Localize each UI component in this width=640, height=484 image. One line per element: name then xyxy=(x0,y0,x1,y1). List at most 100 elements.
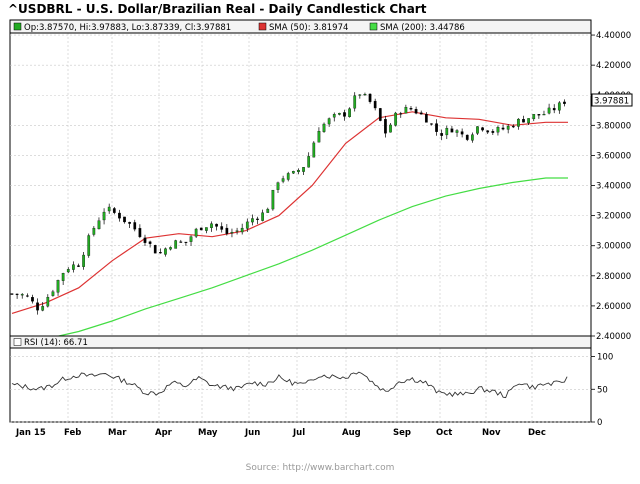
candle xyxy=(266,207,270,213)
candle xyxy=(31,294,34,304)
candle xyxy=(552,104,556,114)
candle xyxy=(291,170,295,174)
candle-body xyxy=(552,108,556,111)
candle-body xyxy=(133,222,137,230)
candle-body xyxy=(532,114,536,120)
candle-body xyxy=(465,134,469,140)
candle xyxy=(87,233,91,258)
candle xyxy=(414,106,418,115)
candle-body xyxy=(281,178,285,182)
candle-body xyxy=(291,170,295,174)
candle-body xyxy=(450,128,454,133)
candle xyxy=(281,175,285,184)
candle xyxy=(460,128,464,138)
candle-body xyxy=(424,114,428,123)
candle-body xyxy=(205,227,208,231)
rsi-panel-frame xyxy=(9,335,592,423)
candle-body xyxy=(46,297,50,307)
rsi-tick-label: 100 xyxy=(597,353,613,363)
rsi-layer xyxy=(11,371,568,399)
candle xyxy=(338,112,341,116)
candle xyxy=(424,112,428,123)
candle xyxy=(348,107,351,118)
candle-body xyxy=(153,244,157,254)
legend-sma200-swatch xyxy=(369,22,378,31)
price-gridlines xyxy=(10,33,591,337)
candle-body xyxy=(199,227,203,231)
candle-body xyxy=(394,112,397,126)
rsi-tick-label: 0 xyxy=(597,418,602,428)
candle xyxy=(358,94,362,99)
candle-body xyxy=(338,112,341,115)
candle xyxy=(82,251,85,270)
candle-body xyxy=(322,123,326,132)
candle xyxy=(215,223,218,231)
candle xyxy=(322,122,326,133)
candle xyxy=(205,227,208,234)
candle-body xyxy=(460,131,464,135)
candle xyxy=(373,98,377,111)
x-tick-label: Feb xyxy=(64,428,81,438)
candle-body xyxy=(189,236,193,242)
candle-body xyxy=(61,273,65,281)
candle-body xyxy=(128,221,131,224)
candle xyxy=(332,112,336,122)
candle-body xyxy=(266,208,270,213)
candle-body xyxy=(220,226,224,230)
candle-body xyxy=(297,170,300,173)
candle xyxy=(51,289,55,297)
candle-body xyxy=(476,126,479,134)
price-tick-label: 3.00000 xyxy=(596,242,631,252)
candle xyxy=(481,126,484,132)
candle-body xyxy=(491,131,495,133)
sma50-layer xyxy=(11,111,568,314)
candle xyxy=(56,279,60,296)
candle-body xyxy=(87,235,91,256)
candle xyxy=(517,118,520,130)
candle xyxy=(143,234,147,246)
candle-body xyxy=(235,230,239,232)
legend-ohlc-label: Op:3.87570, Hi:3.97883, Lo:3.87339, Cl:3… xyxy=(24,23,231,33)
candle xyxy=(20,293,24,299)
candle-body xyxy=(440,133,444,136)
candle xyxy=(123,216,126,224)
candle xyxy=(194,227,198,239)
price-panel-frame xyxy=(9,19,592,337)
candle xyxy=(286,171,290,182)
x-tick-label: Dec xyxy=(528,428,546,438)
candle-body xyxy=(261,212,264,221)
candle-body xyxy=(271,189,275,210)
candle-body xyxy=(143,237,147,243)
candle-body xyxy=(256,218,259,220)
candle-body xyxy=(240,227,244,233)
candle-body xyxy=(138,228,142,238)
candle-body xyxy=(92,227,96,235)
candle-body xyxy=(368,93,372,102)
candles-layer xyxy=(10,92,566,315)
price-tick-label: 3.80000 xyxy=(596,121,631,131)
x-tick-label: Oct xyxy=(436,428,452,438)
candle-body xyxy=(414,108,418,114)
candle xyxy=(419,110,423,115)
candle-body xyxy=(486,130,490,133)
candle xyxy=(532,114,536,122)
candle-body xyxy=(501,127,505,130)
candle xyxy=(164,247,167,257)
candle xyxy=(36,298,39,315)
candle xyxy=(343,109,346,121)
candle-body xyxy=(179,241,183,243)
x-tick-label: May xyxy=(198,428,218,438)
candle xyxy=(440,129,444,141)
legend-sma50-label: SMA (50): 3.81974 xyxy=(269,23,348,33)
candle xyxy=(435,119,438,136)
rsi-legend-bar xyxy=(9,335,592,349)
candle xyxy=(128,221,131,229)
price-tick-label: 2.40000 xyxy=(596,332,631,342)
candle-body xyxy=(82,254,85,267)
candle xyxy=(184,241,188,246)
x-tick-label: Jun xyxy=(244,428,260,438)
candle-body xyxy=(307,156,311,168)
candle-body xyxy=(557,102,561,111)
candle-body xyxy=(36,302,39,311)
